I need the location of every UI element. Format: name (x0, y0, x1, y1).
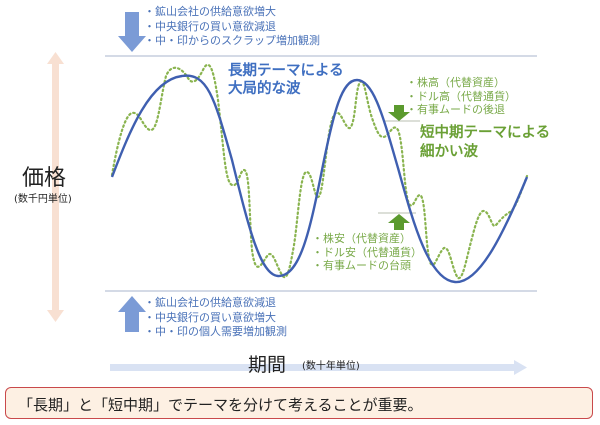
up-arrow-icon (118, 296, 146, 332)
time-axis-label: 期間 (248, 354, 287, 376)
down-arrow-icon (118, 12, 146, 52)
short-down-factor-item: 株高（代替資産） (406, 76, 516, 90)
short-wave-title-line2: 細かい波 (420, 144, 478, 160)
long-wave-title: 長期テーマによる 大局的な波 (228, 62, 344, 98)
bottom-factor-item: 中・印の個人需要増加観測 (144, 325, 287, 340)
short-down-factor-item: 有事ムードの後退 (406, 103, 516, 117)
key-takeaway-box: 「長期」と「短中期」でテーマを分けて考えることが重要。 (5, 387, 593, 419)
price-axis-arrow (47, 52, 64, 322)
short-down-factor-item: ドル高（代替通貨） (406, 90, 516, 104)
top-factor-item: 中央銀行の買い意欲減退 (144, 20, 320, 35)
short-up-factor-item: ドル安（代替通貨） (312, 246, 422, 260)
bottom-factor-item: 鉱山会社の供給意欲減退 (144, 296, 287, 311)
short-up-factor-item: 有事ムードの台頭 (312, 259, 422, 273)
short-wave-title: 短中期テーマによる 細かい波 (420, 124, 550, 162)
short-wave-title-line1: 短中期テーマによる (420, 125, 551, 141)
top-factor-item: 鉱山会社の供給意欲増大 (144, 5, 320, 20)
price-axis-unit: (数千円単位) (14, 194, 72, 205)
short-up-factor-item: 株安（代替資産） (312, 232, 422, 246)
long-wave-title-line2: 大局的な波 (228, 81, 301, 97)
long-wave-line (110, 74, 529, 284)
green-up-arrow-icon (388, 214, 410, 230)
bottom-factor-item: 中央銀行の買い意欲増大 (144, 311, 287, 326)
top-factor-item: 中・印からのスクラップ増加観測 (144, 34, 320, 49)
time-axis-unit: (数十年単位) (302, 361, 360, 372)
top-factors-list: 鉱山会社の供給意欲増大 中央銀行の買い意欲減退 中・印からのスクラップ増加観測 (144, 5, 320, 49)
long-wave-title-line1: 長期テーマによる (228, 63, 344, 79)
short-up-factors-list: 株安（代替資産） ドル安（代替通貨） 有事ムードの台頭 (312, 232, 422, 273)
price-axis-label: 価格 (22, 166, 67, 191)
key-takeaway-text: 「長期」と「短中期」でテーマを分けて考えることが重要。 (18, 396, 423, 414)
bottom-factors-list: 鉱山会社の供給意欲減退 中央銀行の買い意欲増大 中・印の個人需要増加観測 (144, 296, 287, 340)
green-down-arrow-icon (388, 105, 410, 121)
short-down-factors-list: 株高（代替資産） ドル高（代替通貨） 有事ムードの後退 (406, 76, 516, 117)
time-axis-arrow (110, 360, 527, 375)
